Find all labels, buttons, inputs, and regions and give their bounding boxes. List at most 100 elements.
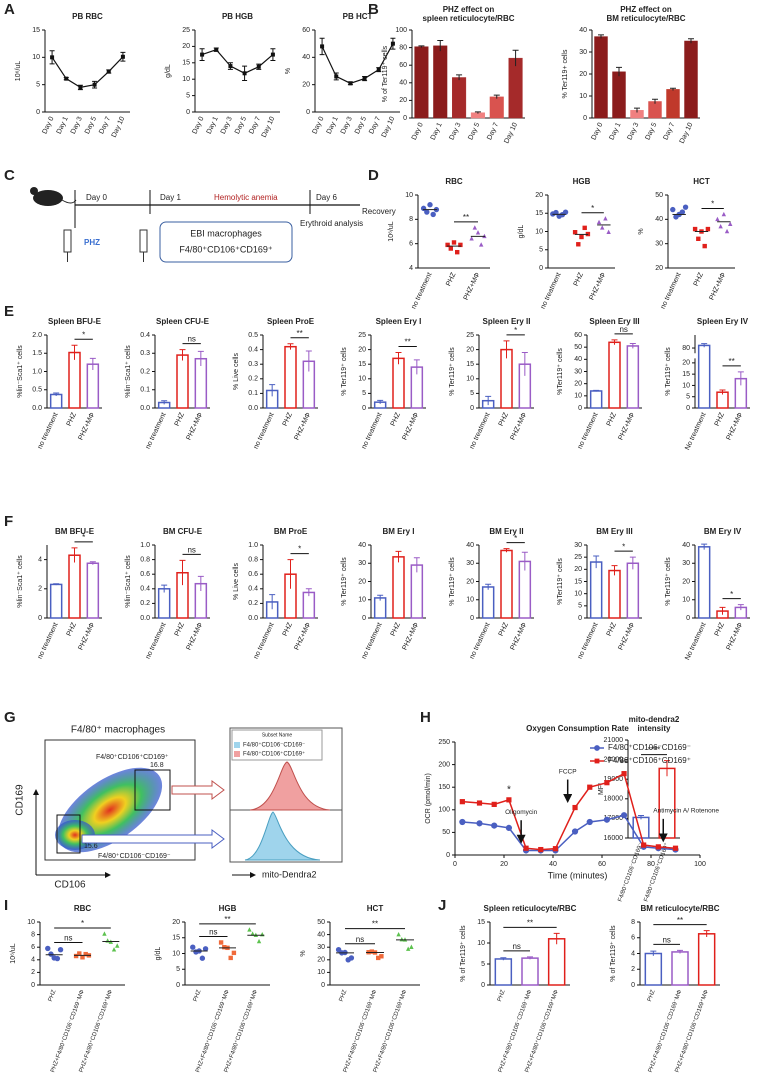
y-tick-label: 0 — [578, 405, 582, 412]
x-tick-label: PHZ+F4/80⁺CD106⁻CD169⁻MΦ — [194, 989, 231, 1074]
bar — [521, 957, 539, 986]
error-bar — [493, 94, 500, 99]
x-tick-label: Day 1 — [206, 116, 220, 136]
y-tick-label: 40 — [399, 80, 407, 87]
data-point — [682, 204, 689, 210]
data-point — [571, 828, 579, 835]
axis-label: CD106 — [54, 880, 86, 891]
data-point — [406, 946, 411, 951]
x-tick-label: 40 — [549, 861, 557, 868]
y-axis-label: g/dL — [518, 225, 525, 239]
y-tick-label: 1.5 — [32, 350, 42, 357]
annotation: FCCP — [559, 768, 577, 775]
y-tick-label: 18000 — [604, 796, 624, 803]
chart-title: Spleen BFU-E — [48, 317, 102, 326]
annotation: Oligomycin — [505, 809, 538, 816]
error-bar — [485, 395, 492, 406]
chart-title: HCT — [693, 177, 710, 186]
axis-label: CD169 — [15, 784, 26, 816]
chart-title: Spleen ProE — [267, 317, 315, 326]
error-bar — [629, 556, 636, 570]
error-bar — [503, 548, 510, 553]
bar — [658, 767, 676, 839]
y-tick-label: 20000 — [604, 756, 624, 763]
y-tick-label: 0 — [176, 982, 180, 989]
x-tick-label: no treatment — [361, 622, 384, 661]
label: Day 6 — [316, 193, 337, 202]
data-point — [396, 931, 401, 937]
y-tick-label: 4 — [409, 265, 413, 272]
error-bar — [179, 559, 186, 586]
error-bar — [269, 384, 276, 397]
x-tick-label: no treatment — [145, 622, 168, 661]
chart-title: BM CFU-E — [163, 527, 203, 536]
x-tick-label: PHZ — [390, 621, 403, 637]
flow-frame — [44, 739, 196, 861]
x-tick-label: PHZ+F4/80⁺CD106⁺CD169⁺MΦ — [223, 989, 260, 1074]
bar — [86, 363, 100, 409]
significance-label: * — [730, 590, 733, 599]
error-bar — [737, 604, 744, 611]
y-tick-label: 15 — [682, 371, 690, 378]
x-tick-label: Day 1 — [430, 122, 444, 142]
panel-label: I — [4, 897, 8, 914]
bar — [547, 938, 566, 986]
y-tick-label: 20 — [317, 957, 325, 964]
y-tick-label: 20 — [182, 43, 190, 50]
error-bar — [485, 583, 492, 590]
y-tick-label: 0 — [31, 982, 35, 989]
chart: RBC 0 2 4 6 8 10 10⁶/uL PHZPHZ+F4/80⁺CD106⁻CD169… — [10, 904, 125, 1073]
gate-pct: 16.8 — [150, 762, 164, 769]
y-tick-label: 50 — [442, 829, 450, 836]
y-axis-label: %lin⁻Sca1⁺ cells — [125, 345, 132, 398]
y-tick-label: 1.0 — [248, 542, 258, 549]
data-point — [83, 951, 88, 957]
y-tick-label: 0 — [686, 405, 690, 412]
error-bar — [418, 45, 425, 48]
chart-title: BM Ery III — [596, 527, 632, 536]
significance-label: ns — [187, 335, 195, 344]
error-bar — [521, 352, 528, 376]
y-tick-label: 0 — [321, 982, 325, 989]
label: Day 1 — [160, 193, 181, 202]
label: F4/80⁺CD106⁺CD169⁺ — [179, 244, 273, 254]
error-bar — [500, 957, 507, 961]
chart: BM BFU-E 0 2 4 %lin⁻Sca1⁺ cells no treatment P… — [17, 527, 102, 660]
y-axis-label: % Ter119⁺ cells — [341, 347, 348, 396]
bar — [452, 77, 467, 119]
y-axis-label: 10⁶/uL — [388, 221, 395, 242]
x-tick-label: Day 0 — [411, 122, 425, 142]
mouse-icon — [61, 199, 77, 204]
data-point — [430, 211, 436, 218]
y-axis-label: %lin⁻Sca1⁺ cells — [125, 555, 132, 608]
y-tick-label: 0 — [38, 615, 42, 622]
x-tick-label: Day 7 — [486, 122, 500, 142]
chart-title: HGB — [219, 904, 237, 913]
chart-title: Oxygen Consumption Rate — [526, 724, 629, 733]
y-tick-label: 40 — [358, 542, 366, 549]
error-bar — [634, 107, 640, 113]
data-point — [479, 242, 484, 247]
gate-label: F4/80⁺CD106⁻CD169⁻ — [98, 853, 171, 860]
data-point — [199, 955, 206, 961]
data-point — [604, 780, 610, 786]
chart: Spleen CFU-E 0.0 0.1 0.2 0.3 0.4 %lin⁻Sca1⁺ ce… — [125, 317, 210, 450]
y-tick-label: 5 — [176, 966, 180, 973]
y-tick-label: 30 — [655, 241, 663, 248]
chart: BM reticulocyte/RBC 0 2 4 6 8 % of Ter119⁺ cel… — [610, 904, 720, 1073]
data-point — [335, 947, 342, 953]
chart-title: Spleen reticulocyte/RBC — [484, 904, 577, 913]
significance-label: ns — [356, 935, 364, 944]
data-point — [491, 801, 497, 807]
y-tick-label: 0 — [481, 982, 485, 989]
y-tick-label: 6 — [409, 241, 413, 248]
y-axis-label: % Ter119⁺ cells — [449, 347, 456, 396]
x-tick-label: 60 — [598, 861, 606, 868]
data-point — [78, 85, 83, 90]
error-bar — [703, 930, 710, 937]
chart-title: Spleen Ery III — [589, 317, 639, 326]
x-tick-label: no treatment — [411, 272, 434, 311]
error-bar — [161, 584, 168, 593]
x-tick-label: PHZ+F4/80⁺CD106⁺CD169⁺MΦ — [78, 989, 115, 1074]
